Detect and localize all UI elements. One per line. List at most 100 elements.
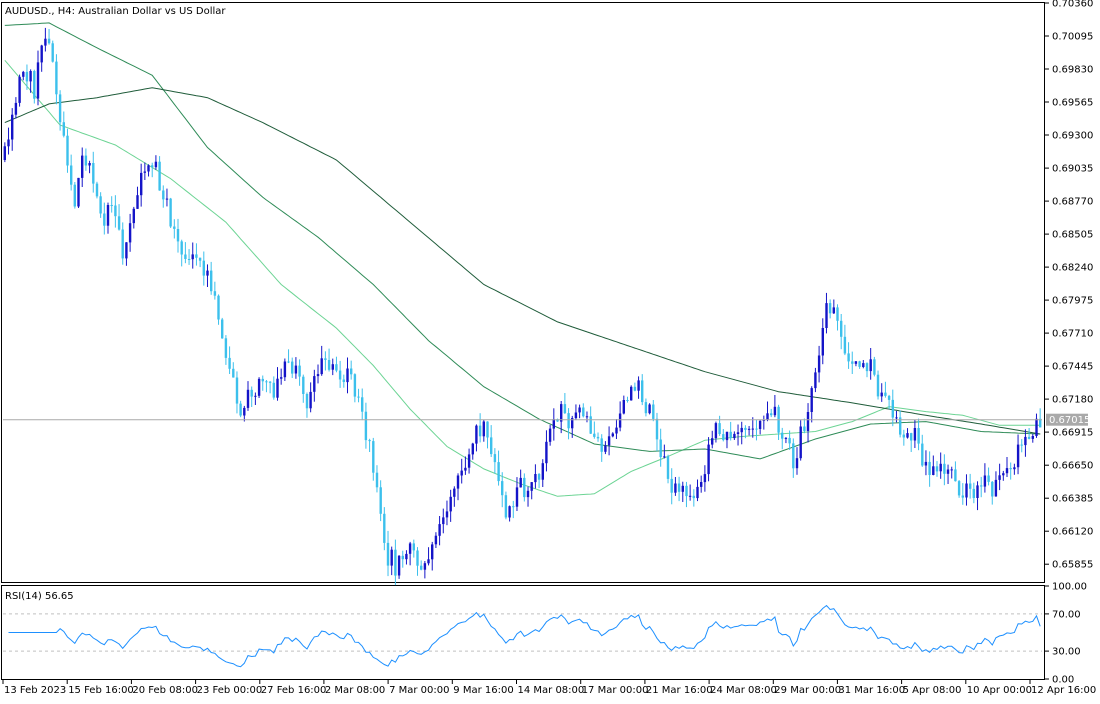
candle[interactable] [187,249,191,265]
candle[interactable] [235,371,239,414]
candle[interactable] [143,162,146,181]
candle[interactable] [655,412,659,452]
candle[interactable] [165,188,169,207]
candle[interactable] [427,547,430,566]
candle[interactable] [803,418,806,434]
candle[interactable] [250,386,253,408]
candle[interactable] [276,367,279,401]
candle[interactable] [854,361,858,367]
candle[interactable] [36,50,40,106]
candle[interactable] [688,484,692,501]
candle[interactable] [917,418,920,451]
candle[interactable] [784,437,788,444]
candle[interactable] [95,181,99,199]
candle[interactable] [696,479,699,502]
candle[interactable] [99,192,102,218]
candle[interactable] [62,111,65,138]
candle[interactable] [162,185,165,208]
candle[interactable] [560,401,563,434]
candle[interactable] [331,358,334,376]
candle[interactable] [84,148,88,171]
candle[interactable] [965,474,968,506]
candle[interactable] [703,465,707,492]
candle[interactable] [1020,439,1023,453]
candle[interactable] [40,44,43,72]
candle[interactable] [320,345,323,376]
candle[interactable] [681,481,684,502]
candle[interactable] [641,374,644,406]
candle[interactable] [261,375,264,391]
candle[interactable] [876,370,880,400]
candle[interactable] [121,222,124,265]
candle[interactable] [1002,470,1005,481]
candle[interactable] [29,69,32,93]
candle[interactable] [700,475,703,493]
candle[interactable] [169,197,172,228]
candle[interactable] [449,489,452,522]
candle[interactable] [946,464,950,484]
candle[interactable] [523,473,526,502]
candle[interactable] [125,242,128,266]
candle[interactable] [663,444,666,459]
candle[interactable] [718,415,721,436]
candle[interactable] [434,532,438,548]
candle[interactable] [210,261,213,295]
candle[interactable] [504,491,508,520]
candle[interactable] [987,467,990,486]
candle[interactable] [239,400,242,418]
candle[interactable] [88,160,91,174]
candle[interactable] [117,204,121,231]
candle[interactable] [600,434,603,462]
candle[interactable] [648,403,651,415]
candle[interactable] [11,108,14,151]
candle[interactable] [1013,463,1016,475]
candle[interactable] [1031,433,1034,443]
candle[interactable] [887,394,891,410]
candle[interactable] [287,349,290,364]
candle[interactable] [777,404,780,440]
candle[interactable] [851,351,854,374]
candle[interactable] [346,357,349,394]
candle[interactable] [221,317,224,339]
candle[interactable] [497,450,500,486]
candle[interactable] [51,40,54,63]
candle[interactable] [353,373,357,403]
candle[interactable] [604,441,607,455]
candle[interactable] [268,381,272,394]
candle[interactable] [257,377,261,398]
candle[interactable] [884,381,887,398]
candle[interactable] [659,428,662,467]
candle[interactable] [103,202,106,235]
candle[interactable] [493,448,497,474]
candle[interactable] [873,356,876,377]
candle[interactable] [972,482,975,504]
candle[interactable] [865,362,869,378]
candle[interactable] [526,486,530,507]
candle[interactable] [316,364,320,384]
candle[interactable] [630,385,633,401]
candle[interactable] [515,477,519,511]
candle[interactable] [324,351,327,371]
candle[interactable] [401,550,404,568]
candle[interactable] [593,421,596,439]
candle[interactable] [843,324,847,356]
candle[interactable] [891,389,894,427]
candle[interactable] [725,431,729,449]
candle[interactable] [431,541,434,571]
candle[interactable] [206,264,209,287]
candle[interactable] [957,480,961,498]
candle[interactable] [534,464,537,489]
candlesticks[interactable] [3,27,1042,586]
candle[interactable] [637,376,640,399]
candle[interactable] [832,299,835,315]
candle[interactable] [847,342,850,369]
candle[interactable] [792,438,795,478]
candle[interactable] [110,196,113,213]
candle[interactable] [81,147,84,188]
candle[interactable] [357,388,360,403]
candle[interactable] [475,424,478,452]
candle[interactable] [821,318,824,365]
candle[interactable] [254,392,257,406]
candle[interactable] [70,154,73,191]
